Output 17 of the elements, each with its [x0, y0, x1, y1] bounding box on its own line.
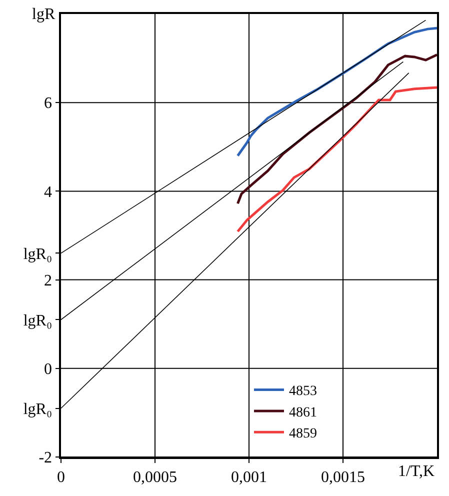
y-tick-label: 0	[44, 361, 52, 378]
x-tick-label: 0,0015	[321, 468, 365, 486]
y-tick-label: -2	[38, 450, 52, 467]
legend-label: 4861	[289, 405, 317, 420]
x-tick-label: 0	[57, 468, 65, 486]
y-tick-label: 2	[44, 272, 52, 290]
y-tick-label: lgR₀	[23, 312, 52, 330]
legend-label: 4859	[289, 426, 317, 442]
y-tick-label: 6	[44, 95, 52, 112]
y-tick-label: lgR₀	[23, 400, 52, 418]
x-tick-label: 0,0005	[133, 468, 177, 486]
x-tick-label: 0,001	[231, 468, 267, 486]
y-tick-label: 4	[44, 184, 52, 201]
y-tick-label: lgR₀	[23, 246, 52, 263]
y-axis-title: lgR	[32, 6, 56, 23]
x-axis-title: 1/T,K	[398, 463, 436, 480]
legend-label: 4853	[289, 384, 317, 400]
